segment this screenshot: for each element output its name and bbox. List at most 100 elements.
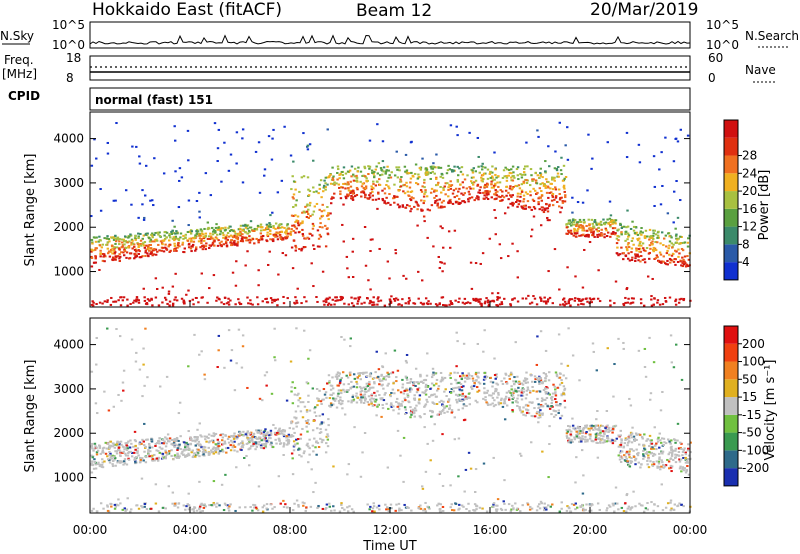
range-cell [587, 218, 590, 221]
range-cell [308, 349, 312, 352]
range-cell [424, 378, 427, 381]
range-cell [652, 509, 655, 512]
range-cell [303, 502, 306, 505]
range-cell [478, 189, 481, 192]
range-cell [120, 238, 124, 241]
range-cell [629, 433, 633, 436]
range-cell [530, 441, 533, 444]
range-cell [670, 439, 673, 442]
range-cell [449, 246, 452, 249]
range-cell [436, 413, 439, 416]
range-cell [471, 377, 475, 380]
range-cell [137, 507, 141, 510]
range-cell [251, 509, 254, 512]
range-cell [472, 509, 475, 512]
range-cell [195, 232, 199, 235]
range-cell [511, 401, 514, 404]
range-cell [377, 192, 380, 195]
range-cell [393, 201, 396, 204]
range-cell [441, 173, 444, 176]
range-cell [337, 384, 340, 387]
range-cell [432, 384, 436, 387]
range-cell [321, 507, 325, 510]
range-cell [477, 191, 480, 194]
range-cell [672, 160, 676, 163]
range-cell [443, 390, 446, 393]
range-cell [369, 192, 372, 195]
range-cell [307, 216, 311, 219]
range-cell [291, 224, 294, 227]
range-cell [544, 373, 548, 376]
range-cell [613, 233, 617, 236]
range-cell [511, 194, 514, 197]
range-cell [124, 246, 128, 249]
range-cell [536, 174, 539, 177]
range-cell [361, 396, 364, 399]
range-cell [168, 239, 171, 242]
range-cell [477, 165, 480, 168]
range-cell [341, 407, 344, 410]
range-cell [626, 225, 630, 228]
range-cell [134, 238, 137, 241]
range-cell [539, 409, 542, 412]
range-cell [686, 134, 690, 137]
range-cell [360, 401, 363, 404]
range-cell [525, 179, 528, 182]
range-cell [351, 197, 354, 200]
range-cell [511, 410, 515, 413]
range-cell [642, 449, 645, 452]
range-cell [637, 259, 640, 262]
range-cell [138, 368, 142, 371]
range-cell [620, 441, 623, 444]
range-cell [255, 227, 258, 230]
range-cell [366, 503, 369, 506]
range-cell [470, 196, 474, 199]
range-cell [368, 383, 371, 386]
range-cell [576, 432, 580, 435]
range-cell [155, 449, 158, 452]
range-cell [118, 443, 121, 446]
range-cell [186, 129, 190, 132]
range-cell [510, 392, 514, 395]
range-cell [356, 300, 360, 303]
range-cell [583, 438, 587, 441]
range-cell [286, 223, 289, 226]
range-cell [279, 502, 282, 505]
range-cell [307, 194, 311, 197]
range-cell [463, 178, 467, 181]
range-cell [276, 298, 280, 301]
range-cell [686, 245, 690, 248]
range-cell [579, 300, 582, 303]
range-cell [269, 503, 272, 506]
range-cell [305, 410, 309, 413]
range-cell [277, 428, 281, 431]
range-cell [495, 176, 498, 179]
range-cell [456, 178, 459, 181]
range-cell [595, 428, 598, 431]
range-cell [232, 241, 236, 244]
range-cell [249, 437, 252, 440]
range-cell [262, 447, 266, 450]
range-cell [407, 302, 410, 305]
range-cell [284, 236, 287, 239]
range-cell [469, 187, 472, 190]
range-cell [585, 224, 588, 227]
range-cell [525, 371, 528, 374]
range-cell [454, 393, 458, 396]
range-cell [463, 302, 467, 305]
range-cell [620, 232, 623, 235]
range-cell [233, 432, 236, 435]
range-cell [617, 228, 620, 231]
range-cell [653, 229, 657, 232]
range-cell [367, 173, 370, 176]
range-cell [418, 415, 422, 418]
range-cell [158, 442, 161, 445]
range-cell [321, 226, 324, 229]
range-cell [222, 450, 225, 453]
range-cell [391, 371, 395, 374]
range-cell [330, 303, 333, 306]
range-cell [675, 237, 678, 240]
range-cell [232, 229, 235, 232]
range-cell [377, 191, 380, 194]
range-cell [635, 249, 638, 252]
